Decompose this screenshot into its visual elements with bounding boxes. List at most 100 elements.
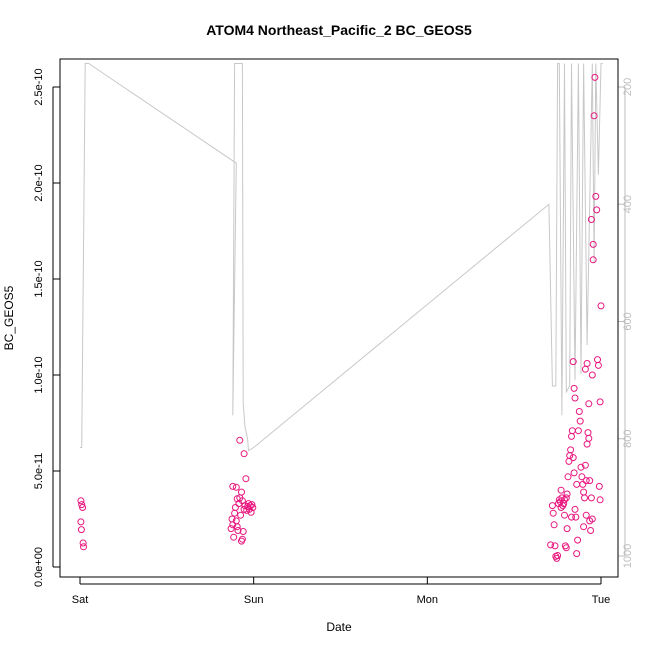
data-point	[580, 488, 588, 496]
data-point	[248, 501, 256, 509]
data-point	[591, 73, 599, 81]
data-point	[584, 429, 592, 437]
data-point	[240, 450, 248, 458]
data-point	[231, 504, 239, 511]
data-point	[568, 432, 575, 440]
data-point	[227, 525, 235, 533]
data-point	[581, 461, 589, 469]
data-point	[571, 505, 579, 513]
y2-tick-label: 1000	[622, 544, 634, 568]
data-point	[80, 543, 87, 551]
axes: Sat Sun Mon Tue 0.0e+00 5.0e-11 1.0e-10 1.5e-10…	[33, 68, 634, 606]
data-point	[228, 515, 236, 523]
data-point	[578, 473, 586, 481]
data-point	[595, 482, 603, 490]
data-point	[557, 504, 565, 511]
data-point	[571, 394, 579, 402]
data-point	[77, 497, 85, 505]
data-point	[553, 554, 561, 562]
data-point	[582, 511, 590, 519]
data-point	[561, 511, 568, 519]
data-point	[574, 536, 582, 544]
data-point	[593, 206, 601, 214]
data-point	[585, 400, 593, 408]
data-point	[574, 427, 582, 435]
y2-tick-label: 400	[622, 195, 634, 213]
y-tick-label: 2.5e-10	[33, 68, 45, 105]
data-point	[563, 490, 571, 498]
data-point	[587, 527, 595, 534]
data-point	[585, 434, 593, 442]
data-point	[547, 541, 555, 549]
data-point	[579, 480, 587, 488]
data-point	[554, 552, 562, 559]
data-point	[576, 417, 584, 425]
x-tick-label: Mon	[417, 594, 438, 606]
data-point	[563, 525, 571, 533]
data-point	[587, 494, 595, 502]
data-point	[551, 542, 559, 550]
data-point	[549, 509, 557, 517]
pressure-line	[80, 63, 603, 452]
data-point	[557, 486, 565, 494]
data-point	[230, 533, 238, 541]
data-point	[587, 216, 595, 223]
data-point	[237, 511, 245, 519]
y-tick-label: 5.0e-11	[33, 453, 45, 490]
y-tick-label: 1.5e-10	[33, 260, 45, 297]
data-point	[588, 515, 596, 523]
data-point	[79, 504, 87, 511]
data-point	[592, 192, 600, 200]
data-point	[570, 384, 578, 392]
data-point	[238, 535, 246, 543]
data-point	[78, 501, 86, 509]
data-point	[249, 504, 257, 511]
x-axis-label: Date	[326, 620, 352, 634]
data-point	[568, 513, 575, 521]
data-point	[567, 446, 575, 454]
y-tick-label: 2.0e-10	[33, 164, 45, 201]
data-point	[238, 488, 245, 496]
data-point	[577, 463, 585, 471]
y2-tick-label: 200	[622, 78, 634, 96]
data-point	[583, 360, 591, 367]
data-point	[239, 528, 247, 535]
data-point	[575, 408, 583, 415]
data-point	[77, 526, 85, 534]
data-point	[232, 483, 240, 491]
y2-tick-label: 800	[622, 430, 634, 448]
data-point	[588, 371, 596, 379]
y-axis-label: BC_GEOS5	[2, 285, 16, 350]
x-tick-label: Tue	[592, 594, 611, 606]
data-point	[79, 539, 87, 547]
data-point	[594, 361, 602, 369]
data-point	[582, 477, 590, 485]
data-point	[596, 496, 604, 504]
data-point	[572, 513, 580, 521]
data-point	[597, 302, 605, 310]
plot-frame	[59, 58, 619, 578]
data-point	[596, 398, 604, 406]
data-point	[548, 502, 556, 510]
y2-tick-label: 600	[622, 312, 634, 330]
data-point	[589, 240, 597, 248]
data-point	[568, 427, 576, 435]
data-point	[242, 475, 250, 483]
data-point	[564, 473, 572, 481]
x-tick-label: Sun	[244, 594, 264, 606]
data-point	[238, 497, 246, 505]
data-point	[562, 544, 570, 552]
data-point	[580, 523, 588, 531]
y-tick-label: 1.0e-10	[33, 356, 45, 393]
data-point	[569, 454, 577, 462]
x-tick-label: Sat	[72, 594, 89, 606]
data-point	[550, 521, 558, 529]
data-point	[573, 550, 581, 558]
data-point	[586, 477, 594, 485]
data-point	[590, 112, 598, 120]
data-point	[247, 508, 255, 516]
data-point	[594, 356, 601, 364]
data-point	[236, 436, 244, 444]
data-point	[589, 256, 597, 264]
